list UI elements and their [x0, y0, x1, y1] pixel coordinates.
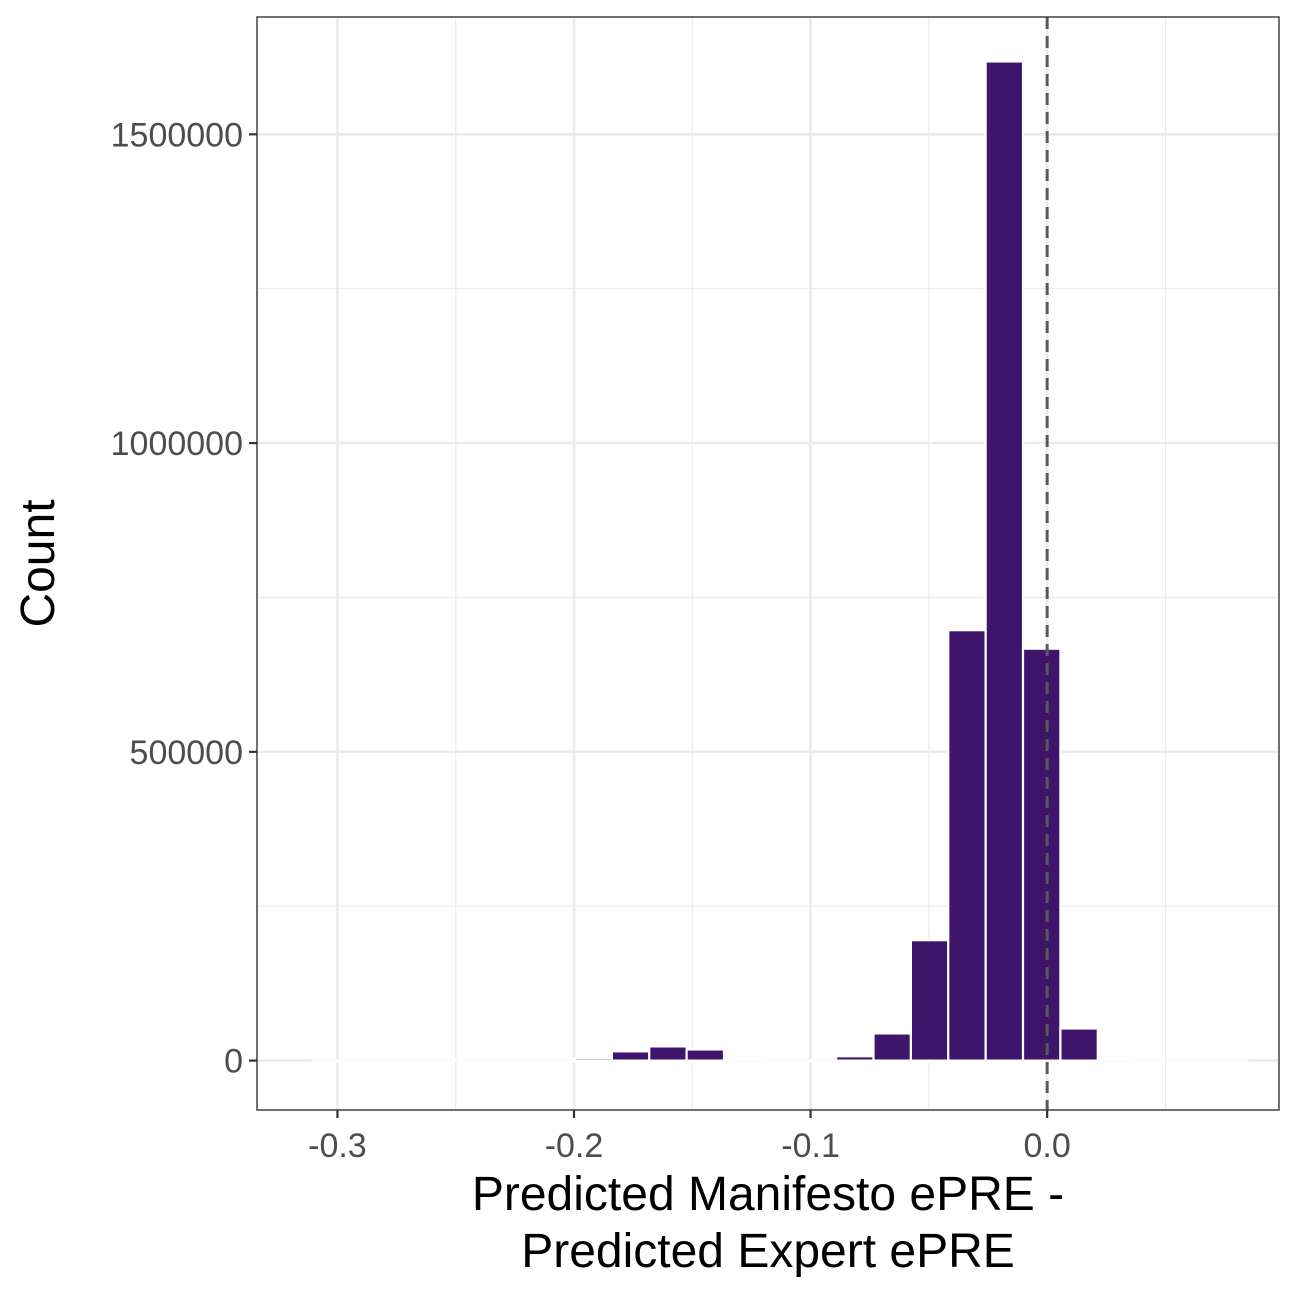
panel-border [256, 16, 1280, 1111]
x-tick-label: -0.2 [545, 1127, 604, 1165]
histogram-bar [648, 1045, 688, 1062]
x-axis-title: Predicted Manifesto ePRE -Predicted Expe… [472, 1168, 1064, 1278]
minor-gridlines [257, 17, 1279, 1110]
histogram-bar [498, 1059, 539, 1063]
histogram-bar [423, 1059, 464, 1063]
histogram-bar [872, 1032, 912, 1062]
histogram-bar [386, 1059, 427, 1063]
y-tick-label: 500000 [130, 734, 243, 772]
histogram-bar [1096, 1058, 1137, 1062]
y-tick-label: 1500000 [111, 116, 243, 154]
histogram-bar [610, 1050, 651, 1062]
histogram-bar [984, 60, 1025, 1062]
histogram-bar [797, 1059, 838, 1063]
histogram-bar [573, 1057, 613, 1062]
histogram-bar [1059, 1027, 1099, 1062]
x-tick-label: -0.1 [781, 1127, 840, 1165]
histogram-bar [536, 1059, 576, 1063]
histogram-bar [909, 939, 950, 1062]
y-axis-title: Count [12, 499, 65, 627]
x-axis-title-line: Predicted Expert ePRE [521, 1225, 1015, 1278]
histogram-bar [349, 1059, 389, 1063]
histogram-bar [311, 1059, 352, 1063]
x-tick-label: -0.3 [308, 1127, 367, 1165]
x-axis-ticks: -0.3 -0.2 -0.1 0.0 [308, 1110, 1071, 1165]
histogram-bar [685, 1048, 726, 1062]
histogram-bar [835, 1055, 875, 1062]
histogram-bar [461, 1059, 501, 1063]
histogram-bars [311, 60, 1249, 1063]
histogram-bar [947, 629, 987, 1062]
y-tick-label: 1000000 [111, 425, 243, 463]
x-tick-label: 0.0 [1024, 1127, 1071, 1165]
x-axis-title-line: Predicted Manifesto ePRE - [472, 1168, 1064, 1221]
histogram-bar [1208, 1059, 1249, 1063]
histogram-bar [1171, 1059, 1212, 1063]
y-tick-label: 0 [224, 1043, 243, 1081]
histogram-bar [1021, 647, 1062, 1062]
histogram-bar [760, 1059, 800, 1063]
histogram-bar [722, 1057, 763, 1062]
y-axis-ticks: 0 500000 1000000 1500000 [111, 116, 257, 1081]
histogram-bar [1134, 1059, 1174, 1063]
